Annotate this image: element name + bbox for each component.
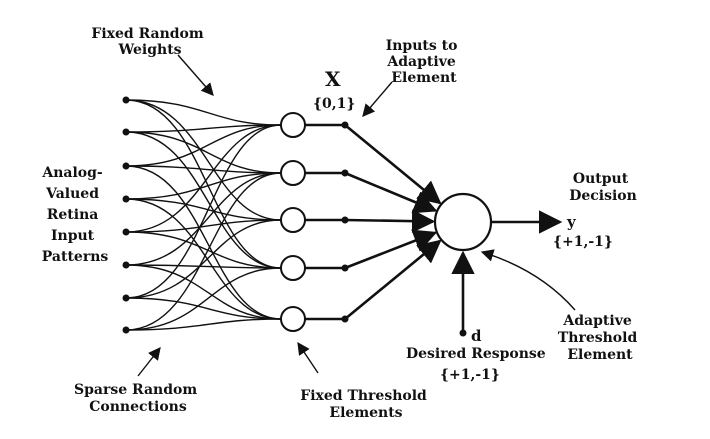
adaptive-input-arrow (344, 239, 442, 321)
retina-input-dot (122, 128, 130, 136)
inputs-pointer-arrow (362, 81, 393, 117)
random-connection-wires (125, 99, 282, 331)
retina-input-dot (122, 294, 130, 302)
connection-wire (125, 99, 282, 126)
retina-input-dot (122, 195, 130, 203)
fixed-threshold-pointer-arrow (297, 341, 319, 374)
connection-wire (125, 198, 282, 221)
fixed-threshold-unit (280, 255, 306, 281)
y-symbol-label: y (566, 213, 577, 231)
connection-wire (125, 297, 282, 320)
analog-retina-label: Analog- Valued Retina Input Patterns (41, 165, 108, 265)
connection-wire (125, 131, 282, 174)
retina-input-dots (122, 96, 130, 334)
connection-wire (125, 219, 282, 299)
adaptive-threshold-element-circle (433, 192, 493, 252)
adaptive-input-arrow (344, 123, 442, 205)
connection-wire (125, 124, 282, 233)
connection-wire (125, 172, 282, 266)
adaptive-threshold-pointer-arrow (480, 249, 576, 311)
fixed-threshold-unit (280, 306, 306, 332)
connection-wire (125, 172, 282, 331)
connection-wire (125, 219, 282, 233)
connection-wire (125, 131, 282, 269)
retina-input-dot (122, 162, 130, 170)
adaptive-input-arrow (344, 229, 438, 270)
connection-wire (125, 99, 282, 221)
connection-wire (125, 99, 282, 269)
output-decision-label: Output Decision (569, 171, 637, 204)
connection-wire (125, 318, 282, 331)
retina-input-dot (122, 326, 130, 334)
fixed-threshold-unit (280, 207, 306, 233)
fixed-threshold-elements (280, 112, 349, 332)
adaptive-threshold-label: Adaptive Threshold Element (558, 313, 642, 363)
d-range-label: {+1,-1} (440, 367, 500, 383)
connection-wire (125, 124, 282, 133)
adaptive-input-lines (344, 123, 442, 321)
desired-response-label: Desired Response (406, 346, 546, 362)
fixed-threshold-unit (280, 160, 306, 186)
sparse-random-connections-label: Sparse Random Connections (74, 382, 202, 415)
connection-wire (125, 172, 282, 200)
connection-wire (125, 124, 282, 167)
connection-wire (125, 267, 282, 331)
d-symbol-label: d (471, 327, 482, 345)
fixed-threshold-elements-label: Fixed Threshold Elements (300, 388, 431, 421)
connection-wire (125, 124, 282, 299)
y-range-label: {+1,-1} (553, 234, 613, 250)
fixed-random-weights-label: Fixed Random Weights (91, 26, 208, 58)
retina-input-dot (122, 96, 130, 104)
connection-wire (125, 264, 282, 320)
adaptive-input-arrow (344, 209, 436, 233)
connection-wire (125, 264, 282, 269)
connection-wire (125, 165, 282, 320)
fixed-threshold-unit (280, 112, 306, 138)
weights-pointer-arrow (177, 54, 214, 96)
inputs-to-adaptive-label: Inputs to Adaptive Element (386, 38, 463, 86)
adaptive-input-arrow (344, 171, 438, 214)
retina-input-dot (122, 228, 130, 236)
sparse-pointer-arrow (137, 347, 161, 377)
x-range-label: {0,1} (313, 96, 355, 112)
connection-wire (125, 165, 282, 174)
retina-input-dot (122, 261, 130, 269)
x-symbol-label: X (325, 67, 341, 91)
